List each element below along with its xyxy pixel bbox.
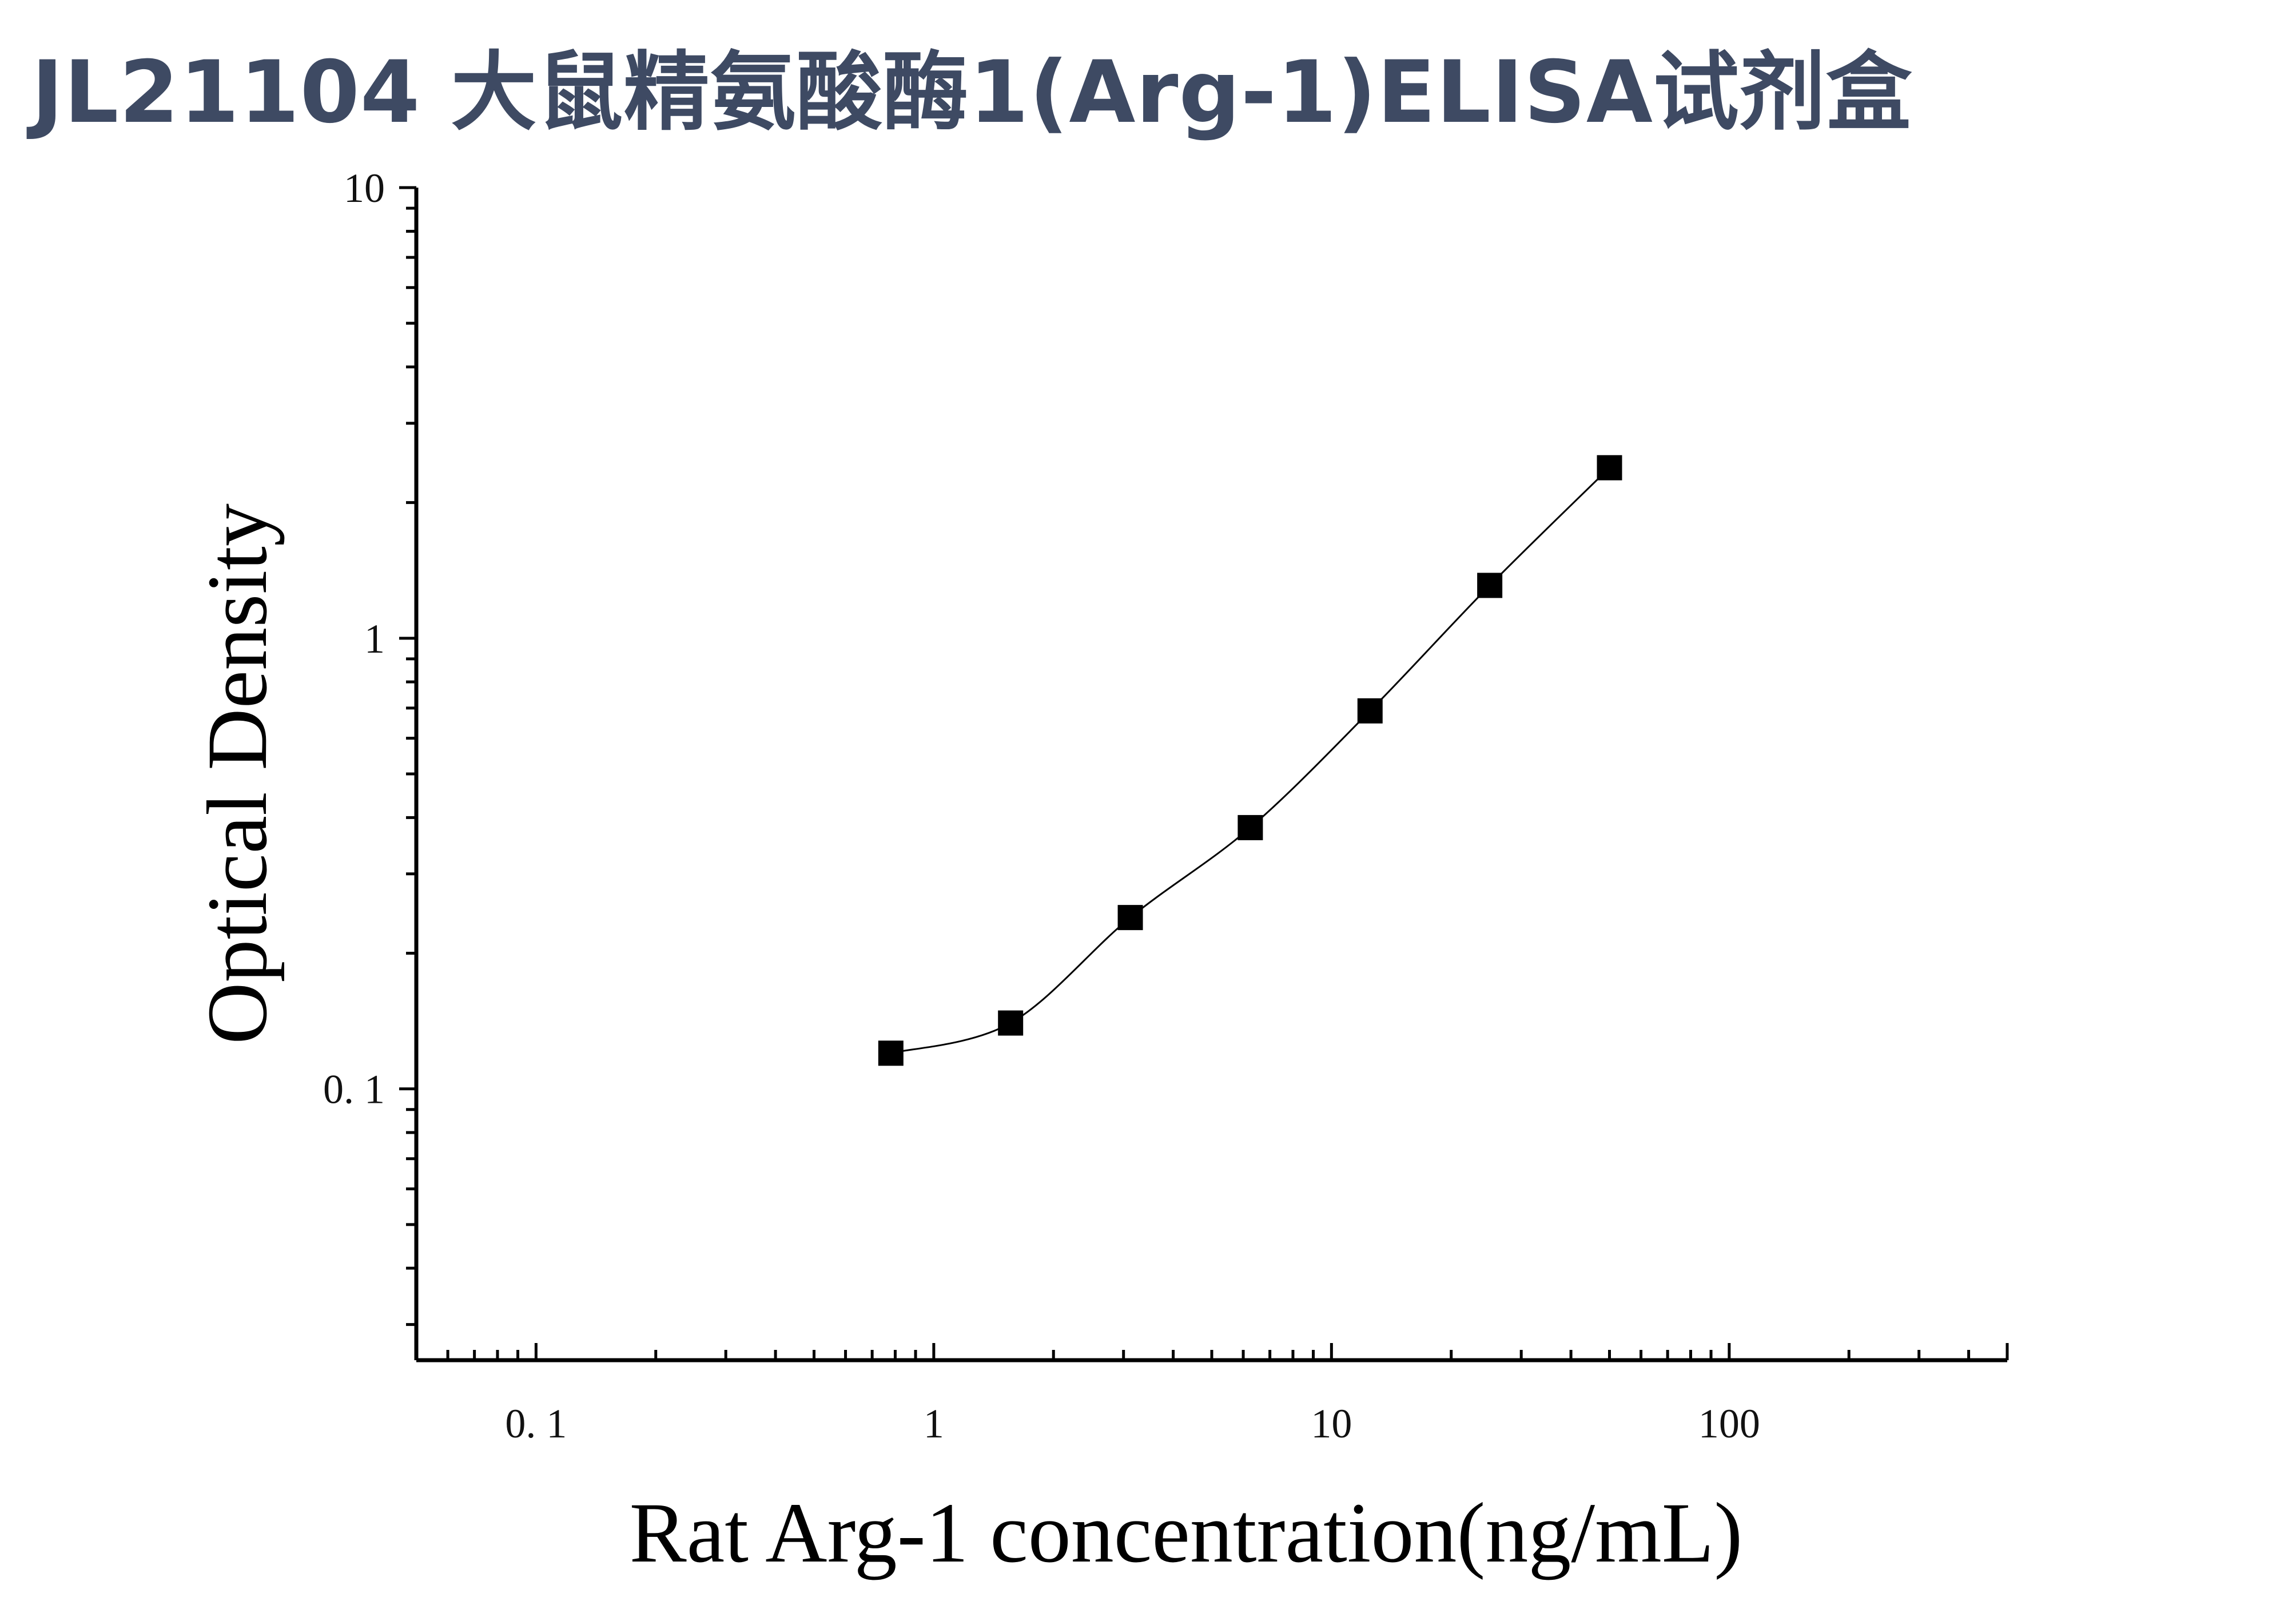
data-point: [1597, 455, 1622, 480]
x-tick-label: 100: [1698, 1401, 1760, 1447]
data-point: [878, 1040, 904, 1066]
axes: [414, 188, 2007, 1362]
x-tick-label: 10: [1311, 1401, 1352, 1447]
data-point: [1117, 905, 1143, 931]
tick-marks: [399, 186, 2009, 1360]
data-point: [1237, 815, 1263, 840]
y-tick-label: 10: [344, 165, 385, 211]
data-point: [1477, 573, 1503, 598]
data-points: [878, 455, 1622, 1066]
y-axis-title: Optical Density: [190, 503, 285, 1044]
page-title: JL21104 大鼠精氨酸酶1(Arg-1)ELISA试剂盒: [31, 43, 1912, 142]
tick-labels: 0. 1 1 10 100 0. 1 1 10: [323, 165, 1760, 1447]
x-tick-label: 1: [924, 1401, 944, 1447]
data-point: [998, 1010, 1024, 1036]
fit-curve: [890, 467, 1610, 1054]
y-tick-label: 0. 1: [323, 1067, 385, 1113]
x-tick-label: 0. 1: [505, 1401, 567, 1447]
y-tick-label: 1: [364, 616, 385, 662]
data-point: [1357, 698, 1383, 724]
x-axis-title: Rat Arg-1 concentration(ng/mL): [630, 1485, 1743, 1580]
